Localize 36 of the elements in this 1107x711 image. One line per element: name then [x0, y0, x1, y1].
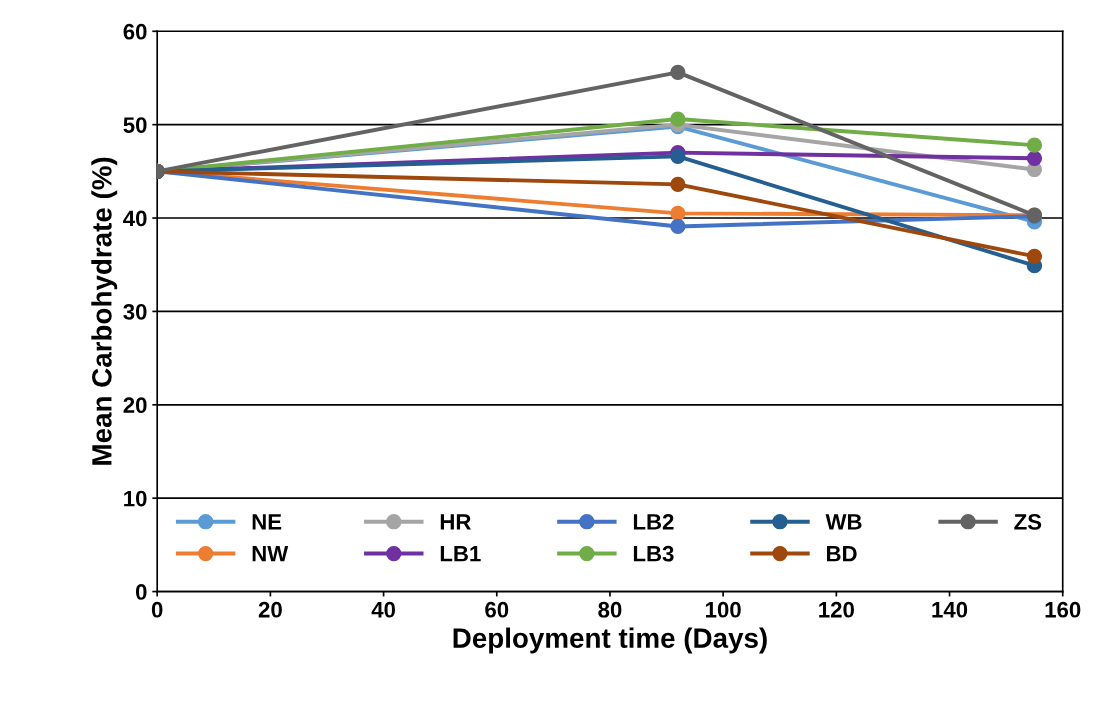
- x-tick-label: 40: [371, 601, 396, 618]
- y-tick-label: 30: [123, 303, 147, 320]
- point: [1026, 248, 1043, 264]
- legend-label: HR: [440, 514, 471, 530]
- y-tick-label: 50: [123, 117, 147, 133]
- legend-label: NW: [252, 546, 289, 562]
- x-tick-label: 100: [706, 601, 741, 618]
- x-tick-label: 0: [151, 601, 163, 618]
- legend-label: LB3: [633, 545, 674, 562]
- y-tick-label: 10: [124, 490, 147, 507]
- x-axis-title: Deployment time (Days): [453, 627, 767, 654]
- point: [1026, 137, 1043, 153]
- legend-label: BD: [827, 546, 857, 562]
- point: [670, 176, 686, 193]
- x-tick-label: 60: [485, 601, 509, 618]
- x-tick-label: 120: [819, 601, 854, 618]
- point: [670, 111, 686, 127]
- y-tick-label: 60: [123, 23, 147, 40]
- x-tick-label: 20: [258, 601, 282, 618]
- point: [670, 64, 686, 81]
- y-tick-label: 20: [123, 397, 147, 414]
- x-tick-label: 160: [1045, 601, 1081, 618]
- y-axis-title: Mean Carbohydrate (%): [91, 157, 118, 465]
- legend-label: NE: [252, 514, 282, 530]
- point: [1026, 150, 1043, 166]
- point: [670, 205, 686, 222]
- y-tick-label: 40: [123, 210, 147, 227]
- y-tick-label: 0: [135, 584, 147, 600]
- point: [670, 148, 686, 165]
- point: [670, 218, 686, 235]
- x-tick-label: 140: [932, 601, 968, 618]
- legend-label: ZS: [1014, 513, 1042, 530]
- legend-label: LB1: [440, 546, 481, 562]
- legend-label: LB2: [633, 513, 674, 530]
- x-tick-label: 80: [598, 601, 622, 618]
- legend-label: WB: [825, 514, 862, 530]
